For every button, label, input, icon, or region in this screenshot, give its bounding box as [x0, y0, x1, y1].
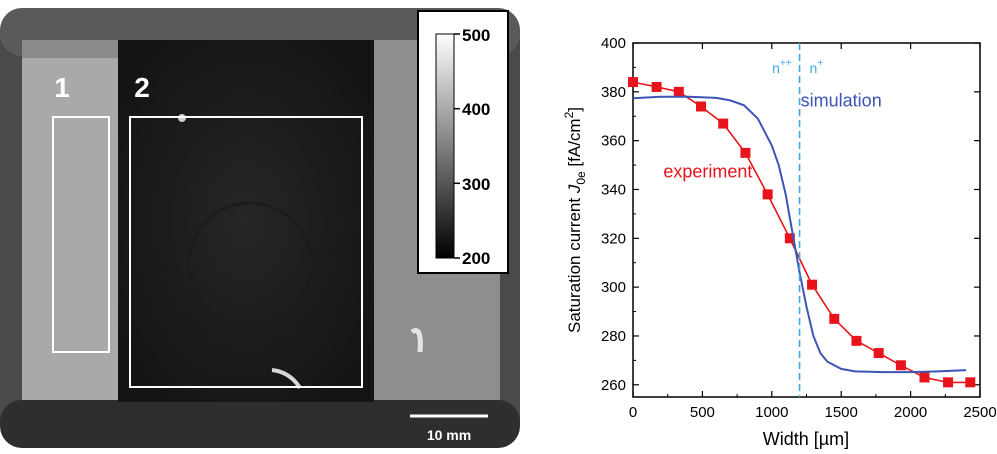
experiment-line	[632, 81, 971, 384]
experiment-point	[762, 189, 773, 200]
experiment-point	[943, 377, 954, 388]
experiment-label: experiment	[663, 161, 752, 181]
experiment-point	[628, 77, 638, 88]
n-plus-plus-label: n++	[772, 58, 792, 76]
x-tick-label: 2000	[894, 404, 927, 421]
x-axis-label: Width [µm]	[763, 429, 849, 449]
experiment-point	[851, 335, 862, 346]
saturation-current-image: 1 2 500 400 300 200 10 mm	[0, 8, 520, 448]
colorbar-tick-label: 400	[462, 100, 490, 119]
experiment-point	[873, 348, 884, 359]
x-tick-label: 2500	[963, 404, 996, 421]
y-tick-label: 300	[601, 279, 626, 296]
y-tick-label: 340	[601, 181, 626, 198]
y-tick-label: 260	[601, 377, 626, 394]
y-tick-label: 360	[601, 133, 626, 150]
experiment-point	[673, 86, 684, 97]
left-bright-strip	[22, 40, 120, 400]
colorbar-tick-label: 300	[462, 175, 490, 194]
experiment-point	[651, 81, 662, 92]
region-2-box	[129, 116, 363, 388]
y-tick-label: 400	[601, 35, 626, 52]
x-tick-label: 500	[690, 404, 715, 421]
region-2-label: 2	[134, 72, 150, 103]
y-tick-label: 280	[601, 328, 626, 345]
colorbar-tick-label: 500	[462, 26, 490, 45]
central-dark-area	[118, 40, 374, 402]
experiment-point	[784, 233, 795, 244]
x-tick-label: 1000	[755, 404, 788, 421]
experiment-point	[895, 360, 906, 371]
experiment-point	[807, 279, 818, 290]
y-tick-label: 380	[601, 84, 626, 101]
scale-bar-label: 10 mm	[427, 427, 471, 443]
y-tick-label: 320	[601, 230, 626, 247]
simulation-line	[632, 95, 967, 374]
simulation-label: simulation	[801, 90, 882, 110]
experiment-point	[740, 147, 751, 158]
n-plus-label: n+	[810, 58, 824, 76]
region-1-label: 1	[54, 72, 70, 103]
region-1-box	[52, 116, 110, 353]
y-axis-label: Saturation current J0e [fA/cm2]	[562, 107, 588, 333]
x-tick-label: 0	[629, 404, 637, 421]
experiment-point	[829, 313, 840, 324]
experiment-point	[965, 377, 976, 388]
experiment-point	[718, 118, 729, 129]
experiment-point	[696, 101, 707, 112]
saturation-current-chart: 0 500 1000 1500 2000 2500 260 280 300 320 340 360 38…	[562, 35, 997, 449]
colorbar-tick-label: 200	[462, 249, 490, 268]
x-tick-label: 1500	[825, 404, 858, 421]
colorbar: 500 400 300 200	[417, 10, 509, 274]
experiment-point	[919, 372, 930, 383]
